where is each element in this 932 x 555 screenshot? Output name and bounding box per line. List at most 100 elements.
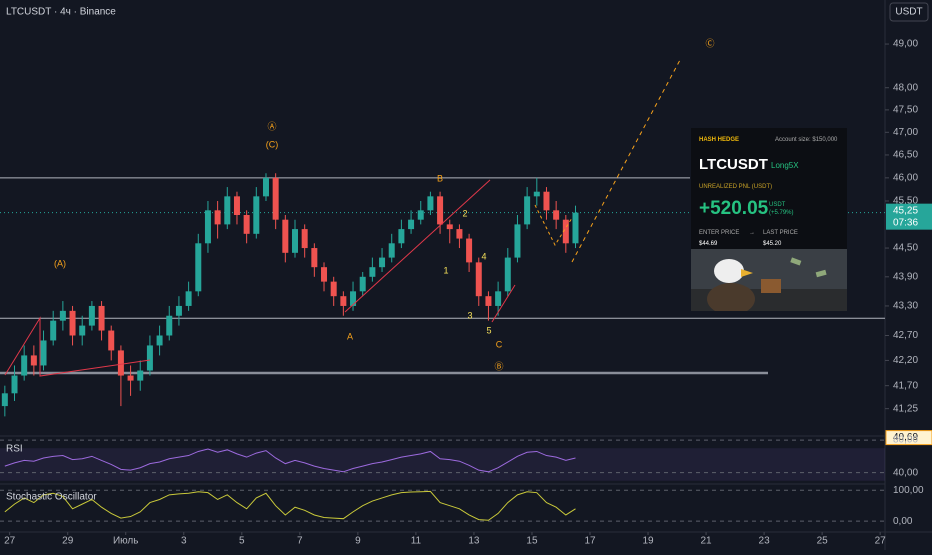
x-tick-label: 7 <box>297 536 303 547</box>
candle-body <box>504 257 511 292</box>
candle-body <box>398 229 405 244</box>
y-tick-label: 47,00 <box>893 127 918 138</box>
wave-label: C <box>496 339 503 349</box>
candle-body <box>466 238 473 263</box>
promo-card: HASH HEDGE Account size: $150,000 LTCUSD… <box>691 128 847 311</box>
y-tick-label: 43,90 <box>893 271 918 282</box>
candle-body <box>166 315 173 336</box>
candle-body <box>408 219 415 230</box>
candle-body <box>417 210 424 220</box>
y-tick-label: 46,50 <box>893 150 918 161</box>
indicator-line <box>4 490 576 521</box>
y-tick-label: 48,00 <box>893 82 918 93</box>
x-tick-label: 11 <box>411 536 422 547</box>
indicator-tick-label: 80,00 <box>893 435 918 446</box>
candle-body <box>204 210 211 244</box>
wave-label: A <box>347 331 353 341</box>
x-tick-label: 29 <box>62 536 74 547</box>
candle-body <box>330 281 337 297</box>
candle-body <box>1 393 8 407</box>
candle-body <box>359 276 366 292</box>
brand: HASH HEDGE <box>699 137 740 143</box>
x-tick-label: 5 <box>239 536 245 547</box>
arrow: → <box>749 230 755 236</box>
symbol: LTCUSDT <box>699 156 768 173</box>
low-marker-box <box>885 430 932 446</box>
candle-body <box>350 291 357 306</box>
indicator-tick-label: 0,00 <box>893 516 913 527</box>
pnl-pct: (+5.79%) <box>769 210 794 216</box>
last-price-box <box>886 203 932 230</box>
candle-body <box>533 191 540 197</box>
side: Long5X <box>771 161 799 170</box>
enter-price: $44.69 <box>699 241 718 247</box>
candle-body <box>117 350 124 376</box>
currency-button[interactable] <box>889 2 929 22</box>
candle-body <box>437 196 444 225</box>
currency-button-label[interactable]: USDT <box>895 7 922 18</box>
candle-body <box>127 375 134 381</box>
trend-line <box>344 179 491 313</box>
candle-body <box>137 370 144 381</box>
y-tick-label: 42,70 <box>893 330 918 341</box>
candle-body <box>282 219 289 253</box>
x-tick-label: 27 <box>875 536 887 547</box>
candle-body <box>214 210 221 225</box>
projection <box>534 204 573 247</box>
wave-label: 5 <box>486 325 491 335</box>
wave-label: 3 <box>467 310 472 320</box>
x-tick-label: 23 <box>759 536 771 547</box>
pnl-unit: USDT <box>769 202 786 208</box>
chart-title: LTCUSDT · 4ч · Binance <box>6 7 116 18</box>
wave-label: (C) <box>266 139 279 149</box>
candle-body <box>11 375 18 394</box>
pnl-label: UNREALIZED PNL (USDT) <box>699 184 773 190</box>
wave-label: (A) <box>54 258 66 268</box>
trend-line <box>491 284 516 323</box>
candle-body <box>50 320 57 341</box>
drawings <box>4 59 681 377</box>
x-tick-label: 13 <box>468 536 480 547</box>
x-tick-label: 9 <box>355 536 361 547</box>
indicator-name: RSI <box>6 444 23 455</box>
projection <box>571 59 681 263</box>
candle-body <box>321 267 328 282</box>
last-price: $45.20 <box>763 241 782 247</box>
trend-line <box>4 316 151 377</box>
candle-body <box>243 215 250 234</box>
candle-body <box>495 291 502 306</box>
x-tick-label: 27 <box>4 536 16 547</box>
candle-body <box>88 305 95 326</box>
candle-body <box>195 243 202 292</box>
candle-body <box>98 305 105 331</box>
y-tick-label: 47,50 <box>893 105 918 116</box>
last-label: LAST PRICE <box>763 230 798 236</box>
candle-body <box>485 296 492 306</box>
indicator-name: Stochastic Oscillator <box>6 492 97 503</box>
candle-body <box>379 257 386 268</box>
candle-body <box>292 229 298 253</box>
y-tick-label: 44,50 <box>893 243 918 254</box>
account-size: Account size: $150,000 <box>775 137 838 143</box>
y-tick-label: 49,00 <box>893 39 918 50</box>
candle-body <box>369 267 376 277</box>
candle-body <box>427 196 434 211</box>
x-tick-label: 19 <box>642 536 654 547</box>
candle-body <box>514 224 521 258</box>
last-price-label: 45,25 <box>893 205 918 216</box>
x-tick-label: 3 <box>181 536 187 547</box>
candle-body <box>311 248 318 268</box>
candle-body <box>475 262 482 297</box>
candle-body <box>446 224 453 230</box>
candle-body <box>253 196 260 234</box>
candle-body <box>185 291 192 306</box>
wave-label: 2 <box>462 208 467 218</box>
candle-body <box>21 355 28 376</box>
candle-body <box>156 335 163 346</box>
countdown: 07:36 <box>893 217 918 228</box>
candle-body <box>224 196 231 225</box>
candle-body <box>59 310 66 321</box>
layer: 49,00 48,00 47,50 47,00 46,50 46,00 45,50 44,50… <box>0 38 932 547</box>
indicator-tick-label: 40,00 <box>893 467 918 478</box>
